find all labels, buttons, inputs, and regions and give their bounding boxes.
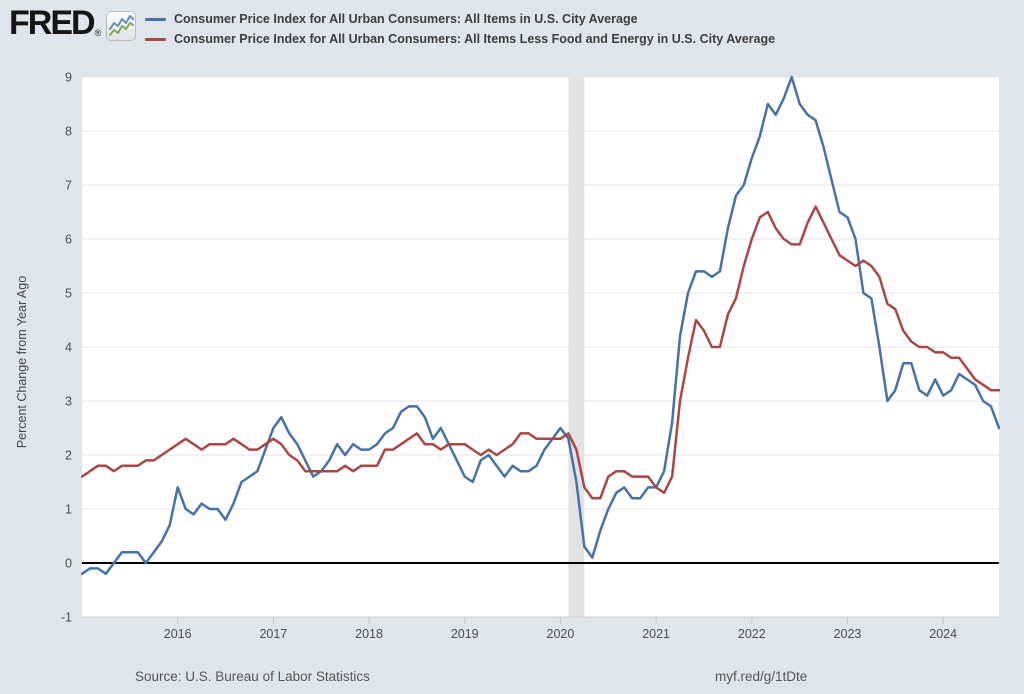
x-tick-label: 2017 — [259, 627, 287, 641]
registered-trademark: ® — [94, 28, 102, 38]
y-tick-label: 0 — [65, 557, 72, 571]
x-tick-label: 2023 — [834, 627, 862, 641]
legend-label-cpi-all-items[interactable]: Consumer Price Index for All Urban Consu… — [174, 12, 638, 26]
fred-logo[interactable]: FRED ® — [9, 4, 137, 42]
fred-chart-icon — [106, 11, 137, 41]
y-tick-label: 8 — [65, 125, 72, 139]
legend-line-swatch-red — [145, 37, 166, 41]
short-url-link[interactable]: myf.red/g/1tDte — [715, 669, 808, 684]
legend-line-swatch-blue — [145, 17, 166, 21]
y-tick-label: -1 — [61, 611, 72, 625]
x-tick-label: 2018 — [355, 627, 383, 641]
x-tick-label: 2022 — [738, 627, 766, 641]
legend-label-cpi-core[interactable]: Consumer Price Index for All Urban Consu… — [174, 32, 776, 46]
fred-logo-text: FRED — [9, 4, 96, 42]
series-line-cpi-core[interactable] — [81, 205, 1000, 500]
series-line-cpi-all-items[interactable] — [81, 75, 1000, 576]
y-tick-label: 4 — [65, 341, 72, 355]
legend-item-cpi-all-items: Consumer Price Index for All Urban Consu… — [145, 9, 775, 29]
x-tick-label: 2021 — [642, 627, 670, 641]
legend-item-cpi-core: Consumer Price Index for All Urban Consu… — [145, 29, 775, 49]
x-tick-label: 2024 — [929, 627, 957, 641]
y-tick-label: 3 — [65, 395, 72, 409]
y-tick-label: 6 — [65, 233, 72, 247]
y-tick-label: 7 — [65, 179, 72, 193]
y-tick-label: 1 — [65, 503, 72, 517]
y-tick-label: 2 — [65, 449, 72, 463]
x-tick-label: 2020 — [547, 627, 575, 641]
x-tick-label: 2019 — [451, 627, 479, 641]
y-tick-label: 9 — [65, 71, 72, 85]
source-link[interactable]: Source: U.S. Bureau of Labor Statistics — [135, 669, 370, 684]
x-tick-label: 2016 — [164, 627, 192, 641]
legend: Consumer Price Index for All Urban Consu… — [145, 9, 775, 49]
y-tick-label: 5 — [65, 287, 72, 301]
